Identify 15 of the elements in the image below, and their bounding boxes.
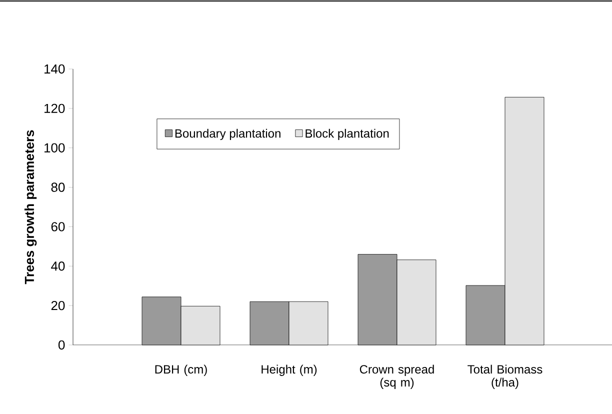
x-tick-label: Crown spread (sq m): [360, 364, 434, 389]
x-tick-label: DBH (cm): [155, 364, 207, 376]
legend-label: Block plantation: [306, 128, 389, 140]
y-axis-title: Trees growth parameters: [24, 130, 37, 284]
y-tick-label: 100: [44, 143, 65, 152]
y-tick-label: 80: [51, 182, 65, 192]
y-tick-label: 140: [44, 64, 65, 74]
y-tick-label: 20: [51, 300, 65, 310]
y-tick-label: 40: [51, 262, 65, 271]
x-tick-label: Height (m): [262, 364, 317, 376]
y-tick-label: 0: [58, 340, 65, 350]
y-tick-label: 60: [51, 222, 65, 232]
x-tick-label: Total Biomass (t/ha): [468, 364, 542, 389]
y-tick-label: 120: [44, 104, 65, 114]
legend-label: Boundary plantation: [175, 128, 280, 140]
